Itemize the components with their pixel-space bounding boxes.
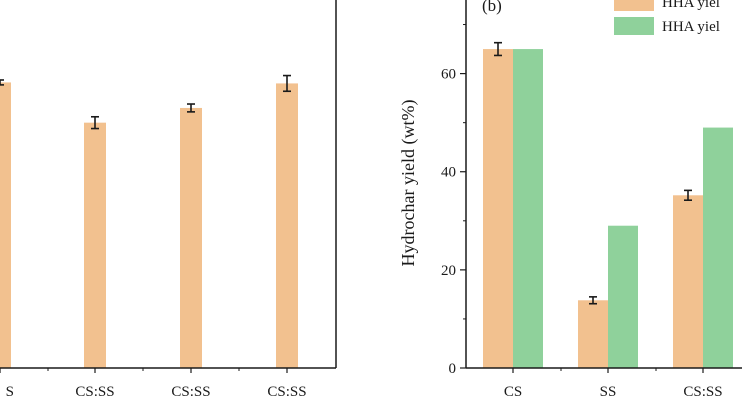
right-bar-s1-2 [703,127,733,368]
right-x-tick-label-2: CS:SS [683,384,722,400]
right-error-bar-s0-0 [494,41,502,57]
right-y-tick-label-3: 60 [441,67,456,83]
right-bar-s1-1 [608,225,638,368]
right-bar-s1-0 [513,49,543,369]
left-bar-1 [84,122,106,369]
right-x-tick-label-0: CS [504,384,522,400]
legend-swatch-0 [614,0,654,11]
right-y-tick-label-2: 40 [441,165,456,181]
left-bar-3 [276,83,298,368]
right-panel-label: (b) [482,0,502,15]
right-error-bar-s0-2 [684,189,692,201]
left-error-bar-1 [91,115,99,130]
right-legend: HHA yiel HHA yiel [614,0,720,35]
left-bar-2 [180,107,202,369]
left-error-bar-3 [283,74,291,93]
right-y-tick-label-1: 20 [441,263,456,279]
left-x-tick-label-0: S [6,384,14,400]
right-y-tick-label-0: 0 [449,361,457,377]
right-bar-s0-0 [483,49,513,369]
right-y-axis-title: Hydrochar yield (wt%) [398,100,419,267]
right-error-bar-s0-1 [589,296,597,305]
legend-swatch-1 [614,17,654,35]
left-error-bar-0 [0,79,4,86]
left-error-bar-2 [187,103,195,113]
right-x-tick-label-1: SS [600,384,617,400]
right-bar-s0-1 [578,300,608,368]
left-bar-0 [0,82,11,368]
legend-label-1: HHA yiel [662,19,720,35]
right-bar-s0-2 [673,195,703,368]
left-x-tick-label-3: CS:SS [267,384,306,400]
legend-label-0: HHA yiel [662,0,720,11]
left-x-tick-label-1: CS:SS [75,384,114,400]
left-x-tick-label-2: CS:SS [171,384,210,400]
